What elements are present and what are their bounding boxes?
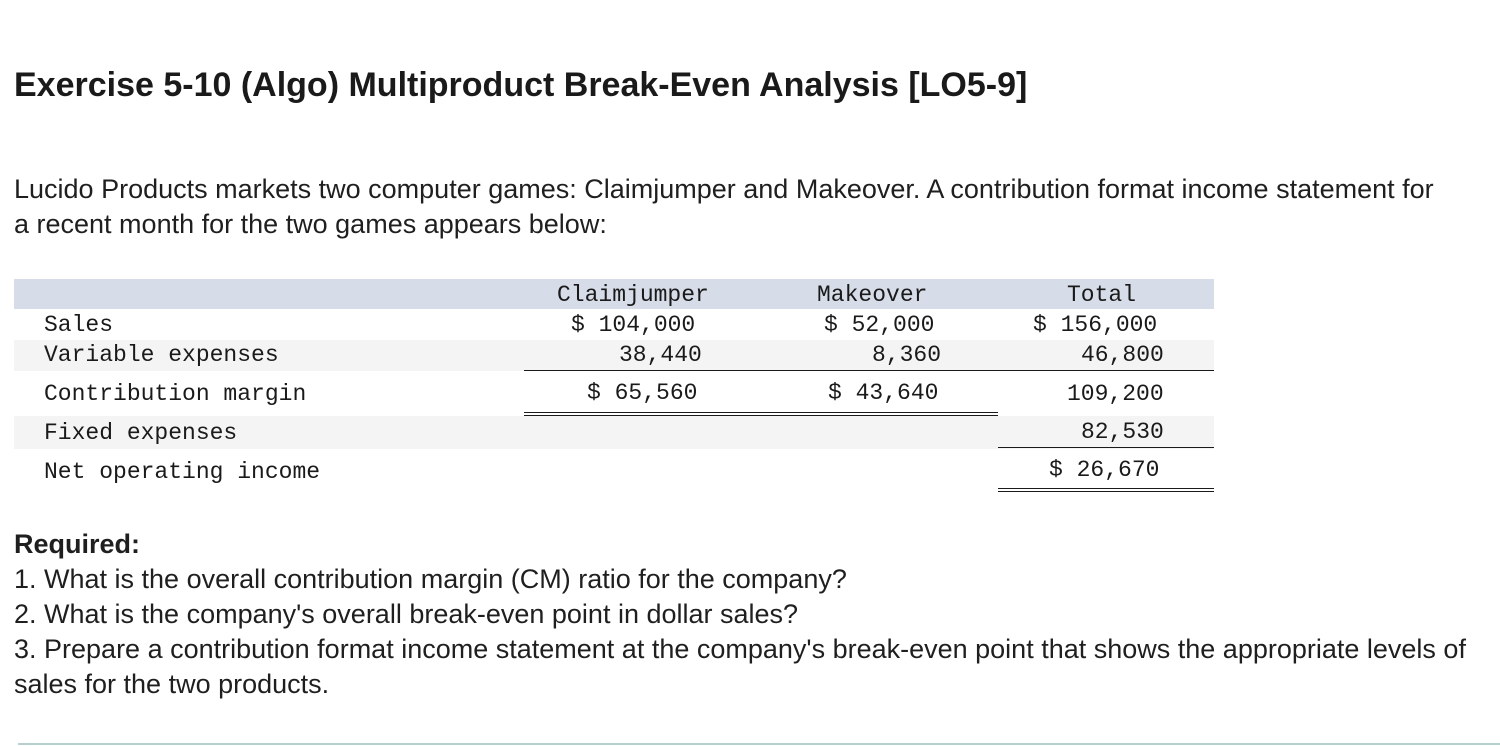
intro-paragraph: Lucido Products markets two computer gam… (14, 174, 1434, 239)
cell-cm-makeover: $ 43,640 (828, 380, 939, 406)
cell-variable-claimjumper: 38,440 (619, 342, 702, 368)
cell-sales-claimjumper: $ 104,000 (571, 312, 696, 338)
total-double-rule (998, 488, 1214, 492)
exercise-title: Exercise 5-10 (Algo) Multiproduct Break-… (14, 66, 1028, 104)
header-band (14, 279, 1214, 309)
income-statement-table: Claimjumper Makeover Total Sales $ 104,0… (14, 279, 1214, 499)
row-band (14, 340, 1214, 371)
row-label-net-operating-income: Net operating income (44, 459, 321, 485)
column-header-total: Total (1067, 282, 1137, 308)
subtotal-rule (524, 370, 1214, 371)
cell-variable-total: 46,800 (1081, 342, 1164, 368)
required-item-1: 1. What is the overall contribution marg… (14, 564, 847, 594)
required-heading: Required: (14, 529, 141, 559)
row-label-variable-expenses: Variable expenses (44, 342, 279, 368)
row-label-fixed-expenses: Fixed expenses (44, 420, 238, 446)
column-header-makeover: Makeover (817, 282, 928, 308)
cell-noi-total: $ 26,670 (1049, 457, 1160, 483)
row-band (14, 309, 1214, 340)
cell-sales-makeover: $ 52,000 (824, 312, 935, 338)
divider (18, 743, 1500, 745)
row-band (14, 416, 1214, 449)
cell-cm-claimjumper: $ 65,560 (587, 380, 698, 406)
required-section: Required: 1. What is the overall contrib… (14, 527, 1484, 702)
subtotal-rule (998, 447, 1214, 448)
required-item-2: 2. What is the company's overall break-e… (14, 599, 799, 629)
required-item-3: 3. Prepare a contribution format income … (14, 634, 1466, 699)
column-header-claimjumper: Claimjumper (557, 282, 709, 308)
cell-fixed-total: 82,530 (1081, 419, 1164, 445)
cell-cm-total: 109,200 (1067, 381, 1164, 407)
row-label-sales: Sales (44, 312, 114, 338)
total-double-rule (524, 412, 998, 416)
cell-variable-makeover: 8,360 (872, 342, 942, 368)
row-label-contribution-margin: Contribution margin (44, 381, 307, 407)
cell-sales-total: $ 156,000 (1033, 312, 1158, 338)
